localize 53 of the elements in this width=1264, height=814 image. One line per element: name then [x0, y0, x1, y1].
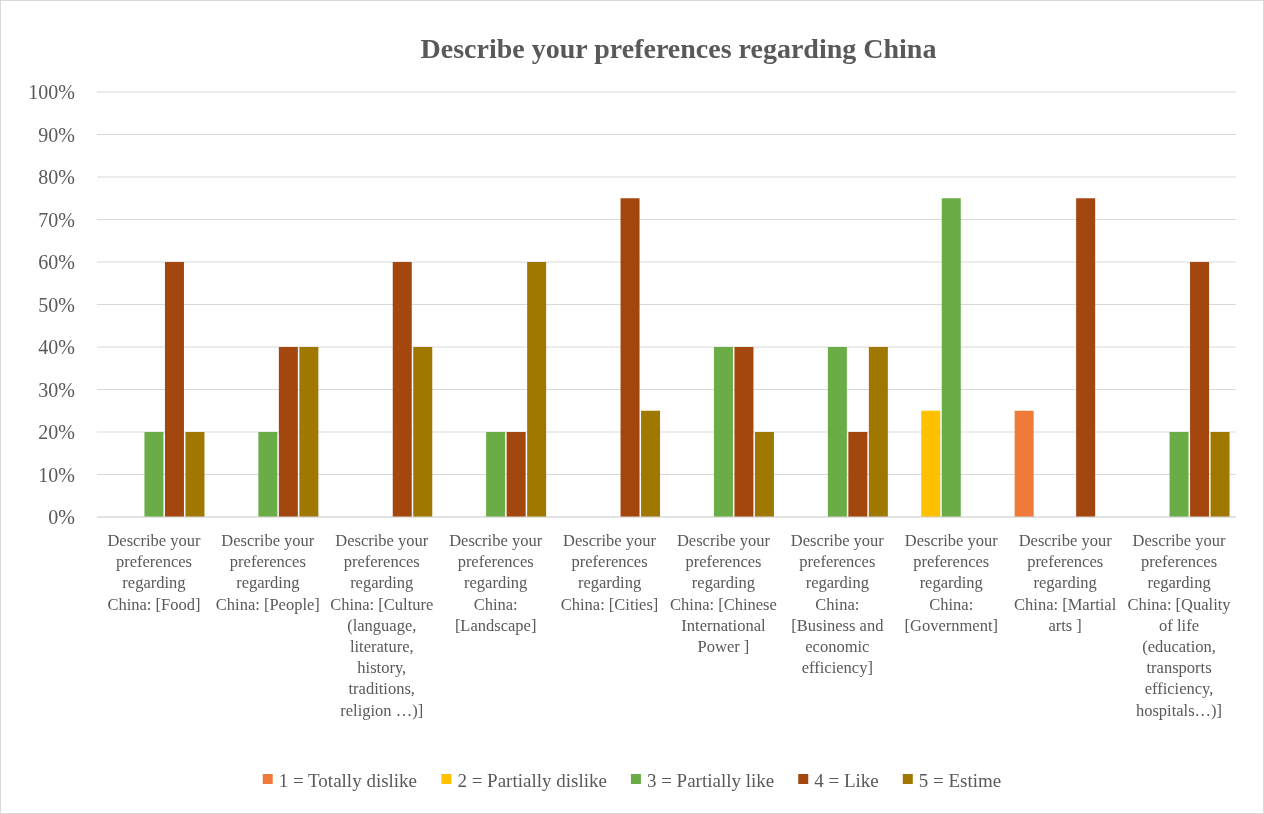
- category-label: Describe your preferences regarding China: [Quality of life (education, transports efficiency, hospitals…)]: [1127, 531, 1231, 720]
- bar: [299, 347, 319, 517]
- bar: [506, 432, 526, 517]
- bar: [620, 198, 640, 517]
- x-tick-label: Describe your preferences regarding China: [Business and economic efficiency]: [790, 531, 885, 678]
- y-tick-label: 50%: [38, 293, 75, 316]
- bar: [1169, 432, 1189, 517]
- bar: [941, 198, 961, 517]
- bar: [868, 347, 888, 517]
- bar: [392, 262, 412, 517]
- y-tick-label: 90%: [38, 123, 75, 146]
- bar: [185, 432, 205, 517]
- bar: [1014, 410, 1034, 517]
- legend-label: 3 = Partially like: [646, 769, 775, 791]
- y-tick-label: 0%: [48, 506, 75, 528]
- y-tick-label: 10%: [38, 463, 75, 486]
- bar: [921, 410, 941, 517]
- bar: [486, 432, 506, 517]
- y-tick-label: 40%: [38, 336, 75, 358]
- y-tick-label: 30%: [38, 378, 75, 401]
- chart-title: Describe your preferences regarding China: [420, 33, 937, 64]
- bar: [641, 410, 661, 517]
- y-tick-label: 20%: [38, 421, 75, 443]
- bar: [258, 432, 278, 517]
- bar: [734, 347, 754, 517]
- bar: [848, 432, 868, 517]
- bar: [1076, 198, 1096, 517]
- bar: [164, 262, 184, 517]
- legend-label: 4 = Like: [814, 769, 879, 791]
- bar: [827, 347, 847, 517]
- bar: [754, 432, 774, 517]
- bar: [278, 347, 298, 517]
- x-tick-label: Describe your preferences regarding China: [Martial arts ]: [1014, 531, 1117, 635]
- x-tick-label: Describe your preferences regarding China: [Government]: [904, 531, 999, 635]
- legend-label: 2 = Partially dislike: [457, 769, 607, 791]
- y-tick-label: 80%: [38, 166, 75, 188]
- x-tick-label: Describe your preferences regarding China: [Food]: [107, 531, 201, 614]
- y-tick-label: 60%: [38, 251, 75, 273]
- x-tick-label: Describe your preferences regarding China: [Cities]: [560, 531, 659, 614]
- bar: [144, 432, 164, 517]
- bar: [713, 347, 733, 517]
- x-tick-label: Describe your preferences regarding China: [Landscape]: [449, 531, 543, 635]
- x-tick-label: Describe your preferences regarding China: [Chinese International Power ]: [670, 531, 777, 656]
- legend-label: 1 = Totally dislike: [278, 769, 418, 791]
- bar: [413, 347, 433, 517]
- y-tick-label: 70%: [38, 208, 75, 231]
- bar: [527, 262, 547, 517]
- category-label: Describe your preferences regarding China: [Culture (language, literature, history, traditions, religion …)]: [330, 531, 434, 720]
- legend-label: 5 = Estime: [918, 769, 1002, 791]
- y-tick-label: 100%: [28, 81, 75, 103]
- x-tick-label: Describe your preferences regarding China: [People]: [215, 531, 320, 614]
- bar: [1190, 262, 1210, 517]
- bar: [1210, 432, 1230, 517]
